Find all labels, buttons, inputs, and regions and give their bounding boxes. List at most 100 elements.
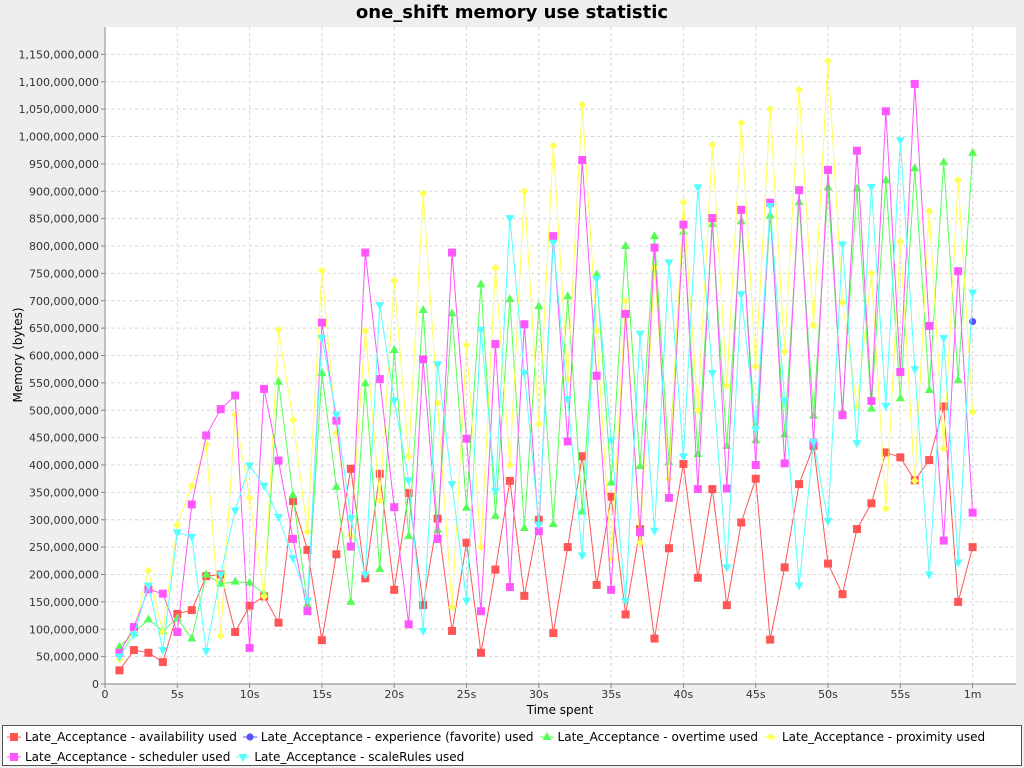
data-point <box>577 552 587 561</box>
y-tick-label: 250,000,000 <box>29 541 99 554</box>
data-point <box>187 500 196 509</box>
data-point <box>231 391 240 400</box>
y-tick-label: 550,000,000 <box>29 377 99 390</box>
data-point <box>491 565 500 574</box>
data-point <box>939 334 949 343</box>
data-point <box>448 248 457 257</box>
data-point <box>288 534 297 543</box>
legend-marker <box>767 733 775 741</box>
data-point <box>375 375 384 384</box>
data-point <box>751 362 760 371</box>
data-point <box>693 184 703 193</box>
data-point <box>505 215 515 224</box>
data-point <box>361 248 370 257</box>
legend-swatch <box>7 733 21 741</box>
data-point <box>954 267 963 276</box>
data-point <box>751 461 760 469</box>
data-point <box>881 107 890 116</box>
data-point <box>968 543 977 552</box>
data-point <box>751 426 761 435</box>
legend-row: Late_Acceptance - availability used Late_… <box>7 727 1017 747</box>
data-point <box>505 294 515 303</box>
data-point <box>794 582 804 591</box>
data-point <box>636 528 645 537</box>
data-point <box>607 585 616 594</box>
data-point <box>924 384 934 393</box>
legend-label: Late_Acceptance - availability used <box>25 730 237 744</box>
x-tick-label: 30s <box>529 688 549 701</box>
data-point <box>837 241 847 250</box>
data-point <box>969 317 977 326</box>
data-point <box>245 643 254 652</box>
data-point <box>404 477 414 486</box>
data-point <box>448 603 457 612</box>
x-axis-title: Time spent <box>526 703 594 717</box>
data-point <box>866 183 876 192</box>
data-point <box>549 141 558 150</box>
legend-swatch <box>242 733 257 741</box>
data-point <box>708 485 717 494</box>
data-point <box>896 237 905 246</box>
data-point <box>260 384 269 393</box>
y-axis-title: Memory (bytes) <box>11 307 25 402</box>
data-point <box>418 305 428 314</box>
series-line <box>119 152 974 648</box>
y-tick-label: 1,050,000,000 <box>19 103 99 116</box>
data-point <box>317 266 326 275</box>
legend-swatch <box>236 754 251 762</box>
data-point <box>520 187 529 196</box>
data-point <box>563 291 573 300</box>
data-point <box>187 481 196 490</box>
data-point <box>765 210 775 219</box>
data-point <box>954 597 963 606</box>
data-point <box>737 518 746 527</box>
x-tick-label: 5s <box>171 688 184 701</box>
data-point <box>881 448 890 457</box>
series-line <box>119 60 974 660</box>
data-point <box>404 531 414 540</box>
data-point <box>419 189 428 198</box>
data-point <box>939 444 948 453</box>
y-tick-label: 700,000,000 <box>29 295 99 308</box>
legend-item: Late_Acceptance - proximity used <box>764 730 985 744</box>
data-point <box>462 538 471 547</box>
chart-title: one_shift memory use statistic <box>356 2 668 23</box>
data-point <box>968 289 978 298</box>
data-point <box>447 481 457 490</box>
data-point <box>375 496 384 505</box>
data-point <box>824 559 833 568</box>
data-point <box>389 345 399 354</box>
legend-marker <box>246 733 254 741</box>
x-tick-label: 40s <box>674 688 694 701</box>
data-point <box>867 396 876 405</box>
data-point <box>650 634 659 643</box>
data-point <box>664 474 673 483</box>
data-point <box>346 515 356 524</box>
legend-row: Late_Acceptance - scheduler used Late_Acc… <box>7 747 1017 767</box>
data-point <box>722 381 731 390</box>
legend-marker <box>10 733 18 741</box>
data-point <box>795 480 804 489</box>
data-point <box>607 492 616 501</box>
data-point <box>390 503 399 512</box>
data-point <box>259 482 269 491</box>
data-point <box>274 376 284 385</box>
data-point <box>968 508 977 517</box>
data-point <box>925 456 934 465</box>
legend-marker <box>542 732 552 740</box>
data-point <box>317 636 326 645</box>
data-point <box>895 137 905 146</box>
legend-item: Late_Acceptance - scaleRules used <box>236 750 464 764</box>
y-tick-label: 1,100,000,000 <box>19 76 99 89</box>
data-point <box>505 461 514 469</box>
data-point <box>419 355 428 364</box>
data-point <box>592 326 601 335</box>
data-point <box>693 573 702 582</box>
y-tick-label: 50,000,000 <box>36 651 99 664</box>
data-point <box>389 397 399 406</box>
x-tick-label: 15s <box>312 688 332 701</box>
data-point <box>736 291 746 300</box>
data-point <box>346 596 356 605</box>
data-point <box>766 198 775 207</box>
x-tick-label: 45s <box>746 688 766 701</box>
